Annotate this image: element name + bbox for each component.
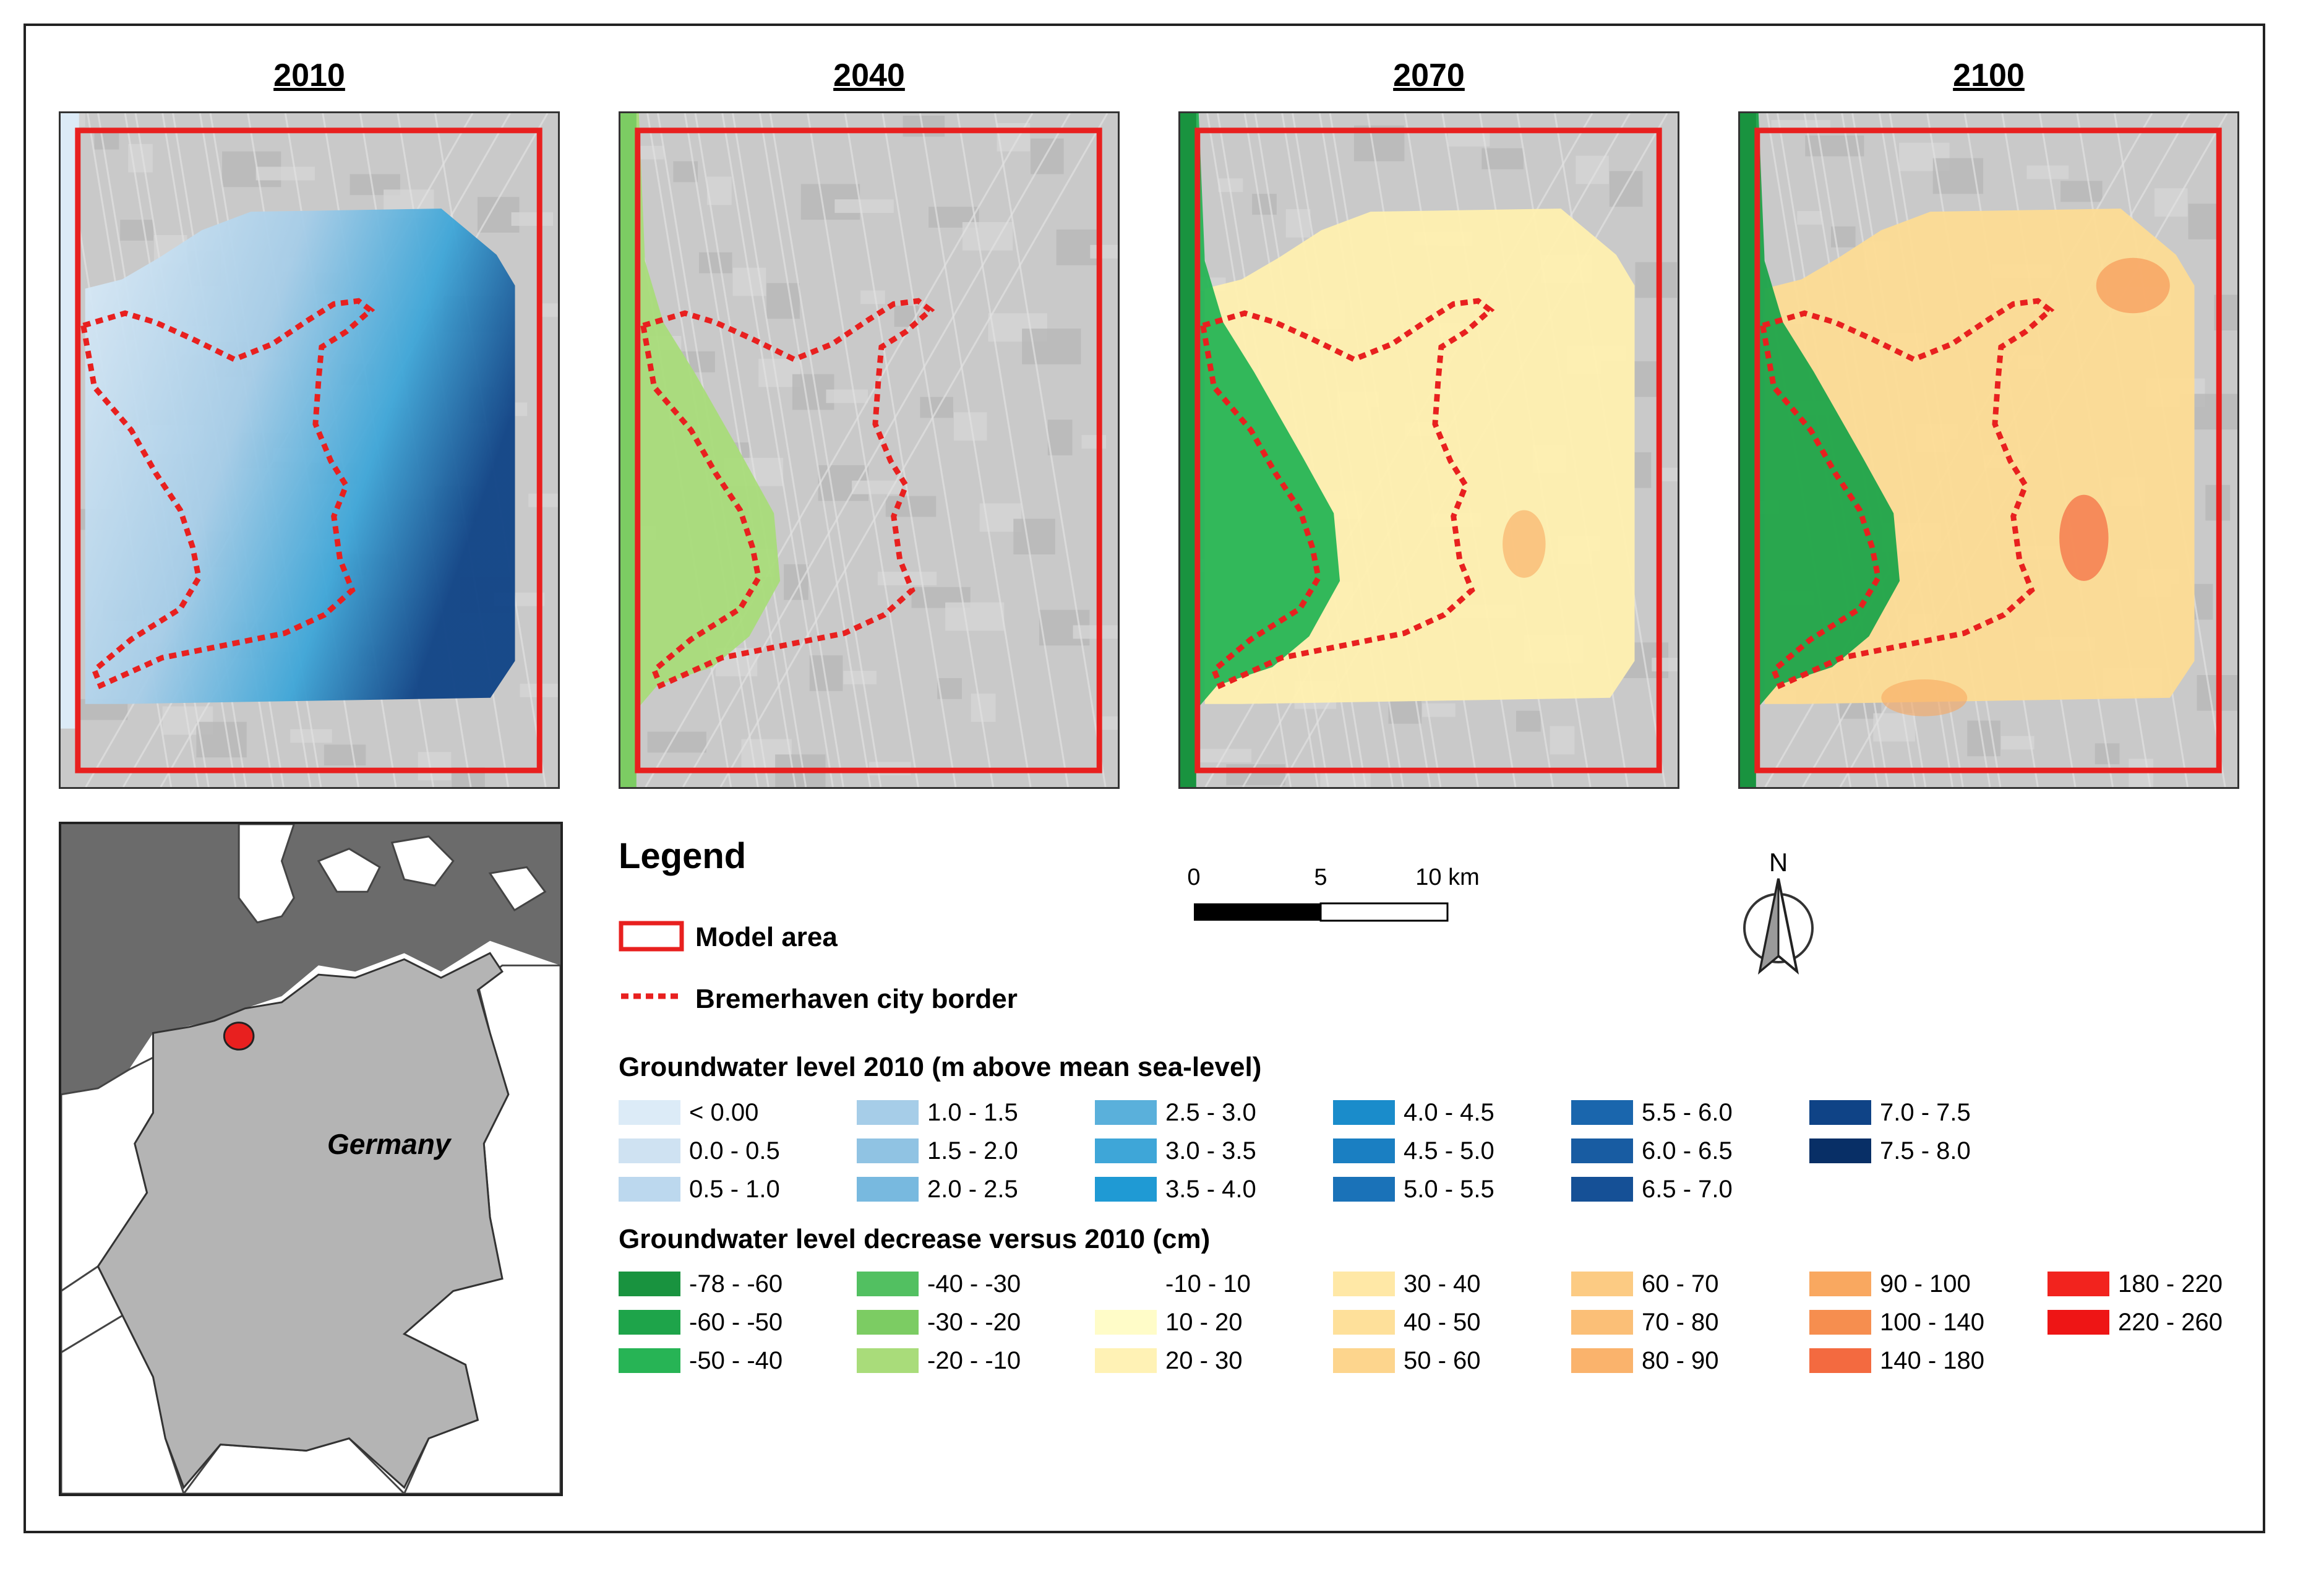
gw2010-label: 3.0 - 3.5 [1165, 1137, 1256, 1164]
decrease-label: 10 - 20 [1165, 1309, 1243, 1336]
gw2010-swatch [1571, 1100, 1633, 1125]
decrease-label: 180 - 220 [2118, 1270, 2223, 1298]
decrease-label: -50 - -40 [689, 1347, 783, 1374]
decrease-label: 60 - 70 [1642, 1270, 1719, 1298]
decrease-swatch [857, 1272, 919, 1296]
decrease-label: 140 - 180 [1880, 1347, 1985, 1374]
gw2010-swatch [1333, 1100, 1395, 1125]
city-border-label: Bremerhaven city border [695, 984, 1018, 1014]
decrease-legend-title: Groundwater level decrease versus 2010 (… [619, 1224, 1211, 1254]
decrease-label: 40 - 50 [1404, 1309, 1481, 1336]
decrease-label: -78 - -60 [689, 1270, 783, 1298]
decrease-swatch [1333, 1310, 1395, 1335]
north-arrow-icon: N [1743, 848, 1814, 975]
gw2010-swatch [619, 1138, 680, 1163]
gw2010-swatch [1095, 1177, 1157, 1202]
decrease-label: -10 - 10 [1165, 1270, 1251, 1298]
decrease-swatch [1095, 1348, 1157, 1373]
gw2010-label: 1.0 - 1.5 [927, 1099, 1018, 1126]
gw2010-label: 5.5 - 6.0 [1642, 1099, 1733, 1126]
decrease-swatch [2047, 1310, 2109, 1335]
decrease-label: -20 - -10 [927, 1347, 1021, 1374]
scale-bar: 0 5 10 km [1187, 864, 1480, 922]
gw2010-label: 4.5 - 5.0 [1404, 1137, 1494, 1164]
decrease-label: 20 - 30 [1165, 1347, 1243, 1374]
decrease-swatch [857, 1310, 919, 1335]
decrease-label: -60 - -50 [689, 1309, 783, 1336]
gw2010-legend-title: Groundwater level 2010 (m above mean sea… [619, 1052, 1262, 1082]
germany-inset-map: Germany [59, 822, 563, 1496]
gw2010-swatch [1571, 1177, 1633, 1202]
decrease-swatch [1571, 1272, 1633, 1296]
gw2010-swatch [1095, 1100, 1157, 1125]
gw2010-label: 0.5 - 1.0 [689, 1176, 780, 1203]
decrease-swatch [619, 1272, 680, 1296]
decrease-label: 30 - 40 [1404, 1270, 1481, 1298]
decrease-swatch [1809, 1310, 1871, 1335]
decrease-label: 50 - 60 [1404, 1347, 1481, 1374]
gw2010-swatch [857, 1100, 919, 1125]
decrease-swatch [1333, 1272, 1395, 1296]
map-panel-2070 [1178, 111, 1679, 789]
model-area-label: Model area [695, 922, 838, 952]
decrease-swatch [1571, 1310, 1633, 1335]
north-label: N [1769, 848, 1788, 877]
decrease-swatch [1333, 1348, 1395, 1373]
gw2010-swatch [1809, 1100, 1871, 1125]
gw2010-swatch [1809, 1138, 1871, 1163]
decrease-label: 70 - 80 [1642, 1309, 1719, 1336]
decrease-swatch [1809, 1272, 1871, 1296]
gw2010-label: < 0.00 [689, 1099, 759, 1126]
figure-frame [24, 24, 2265, 1533]
gw2010-label: 7.0 - 7.5 [1880, 1099, 1971, 1126]
decrease-label: 100 - 140 [1880, 1309, 1985, 1336]
decrease-label: -30 - -20 [927, 1309, 1021, 1336]
model-area-symbol [619, 921, 684, 952]
decrease-swatch [1809, 1348, 1871, 1373]
gw2010-label: 6.5 - 7.0 [1642, 1176, 1733, 1203]
gw2010-label: 3.5 - 4.0 [1165, 1176, 1256, 1203]
panel-title-2100: 2100 [1953, 58, 2025, 93]
gw2010-label: 2.5 - 3.0 [1165, 1099, 1256, 1126]
decrease-swatch [2047, 1272, 2109, 1296]
map-panel-2100 [1738, 111, 2239, 789]
decrease-swatch [857, 1348, 919, 1373]
decrease-swatch [1571, 1348, 1633, 1373]
gw2010-label: 7.5 - 8.0 [1880, 1137, 1971, 1164]
gw2010-label: 1.5 - 2.0 [927, 1137, 1018, 1164]
panel-title-2010: 2010 [273, 58, 345, 93]
gw2010-swatch [1095, 1138, 1157, 1163]
decrease-label: 220 - 260 [2118, 1309, 2223, 1336]
decrease-label: 90 - 100 [1880, 1270, 1971, 1298]
gw2010-label: 2.0 - 2.5 [927, 1176, 1018, 1203]
panel-title-2040: 2040 [833, 58, 905, 93]
gw2010-swatch [619, 1177, 680, 1202]
gw2010-swatch [857, 1177, 919, 1202]
germany-label: Germany [327, 1128, 451, 1160]
gw2010-swatch [1333, 1177, 1395, 1202]
scale-tick-0: 0 [1187, 864, 1200, 890]
gw2010-swatch [857, 1138, 919, 1163]
decrease-label: -40 - -30 [927, 1270, 1021, 1298]
city-border-symbol [621, 993, 683, 999]
decrease-swatch [1095, 1310, 1157, 1335]
panel-title-2070: 2070 [1393, 58, 1465, 93]
decrease-swatch [619, 1348, 680, 1373]
decrease-label: 80 - 90 [1642, 1347, 1719, 1374]
scale-tick-10: 10 km [1415, 864, 1479, 890]
gw2010-swatch [1571, 1138, 1633, 1163]
gw2010-swatch [619, 1100, 680, 1125]
scale-tick-5: 5 [1314, 864, 1327, 890]
decrease-swatch [619, 1310, 680, 1335]
decrease-swatch [1095, 1272, 1157, 1296]
map-panel-2010 [59, 111, 560, 789]
gw2010-label: 0.0 - 0.5 [689, 1137, 780, 1164]
gw2010-swatch [1333, 1138, 1395, 1163]
map-panel-2040 [619, 111, 1120, 789]
legend-title: Legend [619, 836, 747, 876]
gw2010-label: 4.0 - 4.5 [1404, 1099, 1494, 1126]
gw2010-label: 5.0 - 5.5 [1404, 1176, 1494, 1203]
gw2010-label: 6.0 - 6.5 [1642, 1137, 1733, 1164]
